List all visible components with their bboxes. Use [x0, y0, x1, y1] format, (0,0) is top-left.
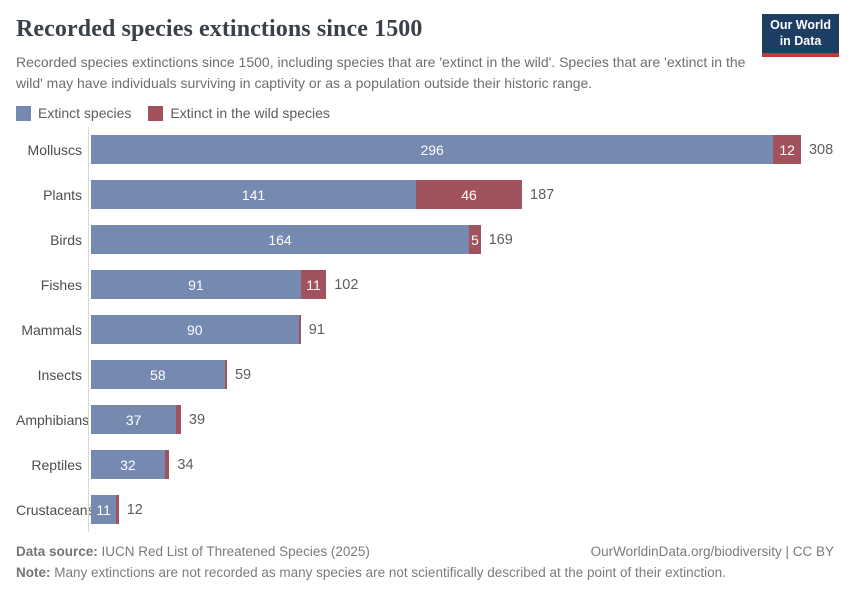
bar-segment-extinct-in-wild[interactable]: 5 — [469, 225, 481, 254]
bar-total-label: 59 — [234, 366, 252, 383]
segment-value-label: 37 — [125, 411, 142, 428]
owid-logo[interactable]: Our World in Data — [762, 14, 839, 58]
segment-value-label: 46 — [461, 186, 477, 203]
bar-total-label: 34 — [177, 456, 194, 473]
legend-item-extinct-in-wild[interactable]: Extinct in the wild species — [148, 105, 330, 121]
owid-logo-line2: in Data — [779, 33, 822, 48]
category-label: Reptiles — [31, 456, 82, 473]
legend: Extinct species Extinct in the wild spec… — [16, 105, 834, 121]
owid-logo-line1: Our World — [770, 18, 831, 32]
chart-row: Mammals 90 91 — [16, 307, 834, 352]
chart-row: Crustaceans 11 12 — [16, 487, 834, 532]
chart-rows: Molluscs 296 12 308 Plants 141 46 187 Birds 164 5 1… — [16, 127, 834, 532]
segment-value-label: 90 — [186, 321, 203, 338]
data-source: Data source: IUCN Red List of Threatened… — [16, 544, 370, 559]
bar-total-label: 308 — [808, 141, 834, 158]
bar-segment-extinct[interactable]: 58 — [91, 360, 225, 389]
bar-segment-extinct[interactable]: 32 — [91, 450, 165, 479]
bar-total-label: 12 — [126, 501, 143, 518]
category-label: Mammals — [21, 321, 82, 338]
bar-segment-extinct[interactable]: 90 — [91, 315, 299, 344]
category-label: Molluscs — [27, 141, 82, 158]
segment-value-label: 12 — [779, 141, 795, 158]
chart-row: Insects 58 59 — [16, 352, 834, 397]
legend-label-extinct: Extinct species — [38, 105, 132, 121]
category-label: Fishes — [40, 276, 82, 293]
category-label: Insects — [37, 366, 82, 383]
bar-track: 37 39 — [88, 397, 834, 442]
bar-segment-extinct[interactable]: 37 — [91, 405, 177, 434]
chart-row: Birds 164 5 169 — [16, 217, 834, 262]
bar-segment-extinct-in-wild[interactable] — [176, 405, 181, 434]
chart-row: Fishes 91 11 102 — [16, 262, 834, 307]
owid-link[interactable]: OurWorldinData.org/biodiversity | CC BY — [590, 544, 834, 559]
chart-row: Molluscs 296 12 308 — [16, 127, 834, 172]
bar-track: 11 12 — [88, 487, 834, 532]
bar-segment-extinct-in-wild[interactable]: 46 — [416, 180, 522, 209]
bar-track: 90 91 — [88, 307, 834, 352]
footer-note: Note: Many extinctions are not recorded … — [16, 565, 834, 580]
data-source-text: IUCN Red List of Threatened Species (202… — [97, 544, 370, 559]
bar-segment-extinct-in-wild[interactable]: 11 — [300, 270, 327, 299]
bar-segment-extinct-in-wild[interactable] — [164, 450, 170, 479]
bar-track: 296 12 308 — [88, 127, 834, 172]
segment-value-label: 296 — [420, 141, 444, 158]
segment-value-label: 164 — [268, 231, 292, 248]
category-label: Plants — [43, 186, 82, 203]
bar-segment-extinct-in-wild[interactable] — [224, 360, 227, 389]
bar-segment-extinct-in-wild[interactable] — [116, 495, 119, 524]
chart-row: Amphibians 37 39 — [16, 397, 834, 442]
bar-track: 91 11 102 — [88, 262, 834, 307]
category-label: Crustaceans — [16, 501, 95, 518]
bar-total-label: 91 — [308, 321, 325, 338]
chart-subtitle: Recorded species extinctions since 1500,… — [16, 54, 746, 91]
bar-total-label: 102 — [334, 276, 359, 293]
bar-total-label: 169 — [488, 231, 513, 248]
bar-segment-extinct-in-wild[interactable] — [298, 315, 301, 344]
segment-value-label: 32 — [120, 456, 136, 473]
segment-value-label: 11 — [96, 501, 111, 518]
bar-segment-extinct[interactable]: 164 — [91, 225, 470, 254]
segment-value-label: 5 — [470, 231, 479, 248]
page-title: Recorded species extinctions since 1500 — [16, 16, 423, 42]
chart-row: Reptiles 32 34 — [16, 442, 834, 487]
data-source-label: Data source: — [16, 544, 98, 559]
bar-segment-extinct[interactable]: 296 — [91, 135, 774, 164]
segment-value-label: 141 — [241, 186, 266, 203]
segment-value-label: 11 — [306, 276, 321, 293]
category-label: Birds — [50, 231, 82, 248]
category-label: Amphibians — [16, 411, 90, 428]
segment-value-label: 91 — [188, 276, 204, 293]
bar-segment-extinct[interactable]: 11 — [91, 495, 117, 524]
segment-value-label: 58 — [150, 366, 166, 383]
legend-swatch-extinct-in-wild-icon — [148, 105, 164, 121]
bar-track: 32 34 — [88, 442, 834, 487]
bar-track: 58 59 — [88, 352, 834, 397]
legend-swatch-extinct-icon — [16, 105, 31, 121]
bar-track: 141 46 187 — [88, 172, 834, 217]
footer-note-text: Many extinctions are not recorded as man… — [50, 565, 726, 580]
bar-total-label: 187 — [530, 186, 555, 203]
chart-row: Plants 141 46 187 — [16, 172, 834, 217]
legend-item-extinct[interactable]: Extinct species — [16, 105, 131, 121]
bar-segment-extinct[interactable]: 141 — [91, 180, 416, 209]
bar-segment-extinct[interactable]: 91 — [91, 270, 301, 299]
bar-track: 164 5 169 — [88, 217, 834, 262]
footer-note-label: Note: — [16, 565, 51, 580]
legend-label-extinct-in-wild: Extinct in the wild species — [170, 105, 330, 121]
bar-segment-extinct-in-wild[interactable]: 12 — [773, 135, 801, 164]
bar-total-label: 39 — [188, 411, 206, 428]
chart-footer: Data source: IUCN Red List of Threatened… — [16, 544, 834, 580]
